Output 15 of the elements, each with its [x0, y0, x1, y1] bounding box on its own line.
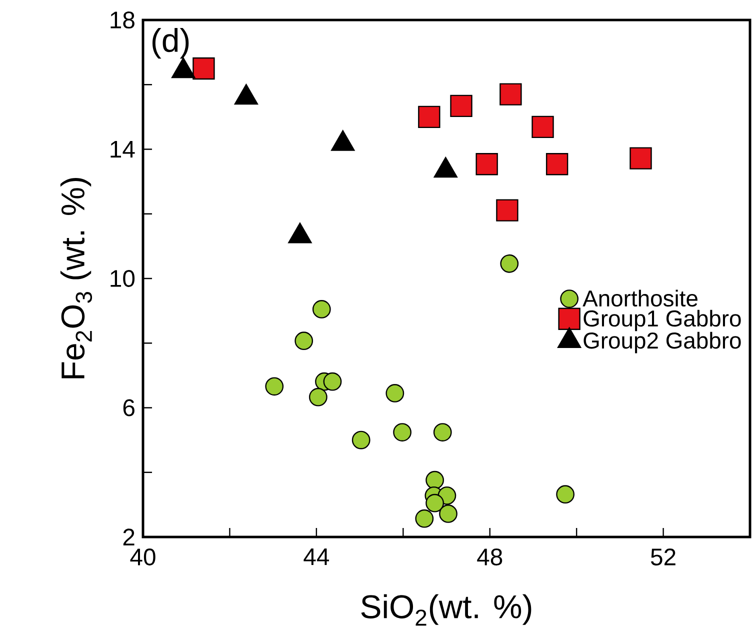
- y-axis-title: Fe$_{2}$O$_{3}$ (wt. %): [60, 178, 92, 378]
- y-tick-label: 10: [110, 270, 135, 287]
- x-tick-label: 48: [477, 548, 502, 566]
- y-tick-label: 6: [123, 399, 134, 416]
- x-tick-label: 52: [650, 548, 676, 566]
- legend-label: Anorthosite: [582, 290, 698, 307]
- x-tick-label: 44: [304, 548, 330, 565]
- y-tick-label: 2: [123, 528, 134, 546]
- legend-label: Group1 Gabbro: [584, 310, 741, 332]
- y-tick-label: 18: [110, 12, 134, 28]
- y-tick-label: 14: [110, 141, 135, 158]
- annotation: (d): [152, 28, 189, 59]
- x-tick-label: 40: [130, 548, 156, 566]
- legend-label: Group2 Gabbro: [584, 332, 741, 354]
- x-axis-title: SiO$_{2}$(wt. %): [361, 594, 532, 626]
